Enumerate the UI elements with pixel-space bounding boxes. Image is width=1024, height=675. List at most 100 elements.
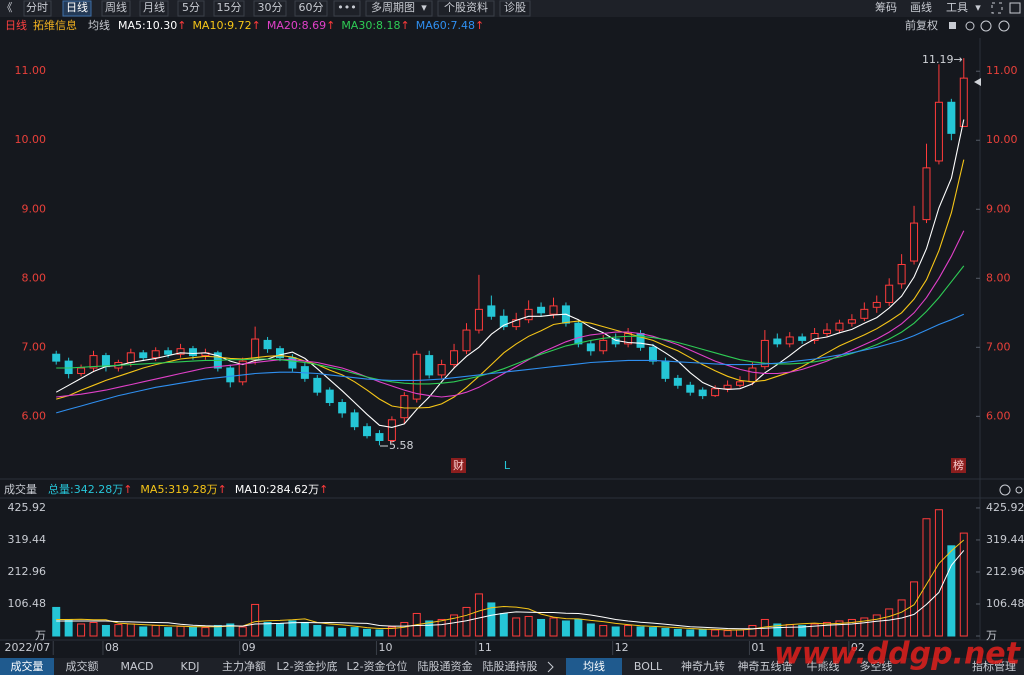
ma-line xyxy=(56,230,965,398)
candle-body xyxy=(922,167,931,221)
volume-bar xyxy=(860,617,869,637)
window-icon[interactable] xyxy=(1009,2,1021,14)
volume-bar xyxy=(176,625,185,637)
l-marker[interactable]: L xyxy=(504,459,511,472)
ma-legend: MA20:8.69 xyxy=(267,19,326,32)
x-tick-label: 12 xyxy=(615,641,629,654)
legend-arrow: ↑ xyxy=(218,483,227,496)
candle-body xyxy=(101,355,110,368)
candle-body xyxy=(711,388,720,397)
indicator-tab[interactable]: 主力净额 xyxy=(222,659,266,673)
ma-legend: MA5:10.30 xyxy=(118,19,177,32)
volume-bar xyxy=(487,602,496,637)
candle-body xyxy=(499,315,508,328)
toolbar-tab[interactable]: 诊股 xyxy=(504,0,526,14)
volume-bar xyxy=(77,623,86,637)
volume-bar xyxy=(847,618,856,637)
overlay-tab[interactable]: 多空线 xyxy=(860,659,893,673)
rank-marker[interactable]: 榜 xyxy=(953,458,964,472)
volume-bar xyxy=(835,620,844,637)
x-tick-label: 08 xyxy=(105,641,119,654)
overlay-tab[interactable]: BOLL xyxy=(634,660,663,673)
toolbar-tab[interactable]: 个股资料 xyxy=(444,0,488,14)
volume-bar xyxy=(698,628,707,637)
vol-tick-label-right: 319.44 xyxy=(986,533,1024,546)
y-tick-label: 6.00 xyxy=(22,409,47,422)
candle-body xyxy=(885,284,894,303)
indicator-tab[interactable]: 成交额 xyxy=(66,659,99,673)
scroll-right[interactable] xyxy=(547,661,554,673)
fullscreen-icon[interactable] xyxy=(991,2,1003,14)
toolbar-right[interactable]: 工具 xyxy=(946,1,968,14)
volume-bar xyxy=(338,627,347,637)
more-button[interactable]: ••• xyxy=(337,1,356,14)
adjust-label[interactable]: 前复权 xyxy=(905,18,938,32)
candle-body xyxy=(785,336,794,345)
reset-icon[interactable] xyxy=(965,21,975,31)
dropdown-caret: ▾ xyxy=(975,1,981,14)
volume-bar xyxy=(325,626,334,637)
candle-body xyxy=(425,355,434,376)
overlay-tab[interactable]: 神奇五线谱 xyxy=(738,659,793,673)
y-tick-label: 11.00 xyxy=(15,64,47,77)
volume-bar xyxy=(164,627,173,637)
candle-body xyxy=(736,381,744,386)
toolbar-tab[interactable]: 月线 xyxy=(143,0,165,14)
plus-icon[interactable] xyxy=(998,20,1010,32)
overlay-tab[interactable]: 神奇九转 xyxy=(681,659,725,673)
volume-bar xyxy=(201,627,210,637)
volume-bar xyxy=(238,626,247,637)
indicator-tab-active[interactable]: 成交量 xyxy=(11,659,44,673)
indicator-tab[interactable]: 陆股通资金 xyxy=(418,659,473,673)
toolbar-tab[interactable]: 5分 xyxy=(182,1,200,14)
indicator-manage[interactable]: 指标管理 xyxy=(972,659,1016,673)
candle-body xyxy=(549,305,558,315)
candle-body xyxy=(226,367,235,383)
finance-marker[interactable]: 财 xyxy=(453,458,464,472)
toolbar-dropdown[interactable]: 多周期图 xyxy=(371,0,415,14)
toolbar-tab[interactable]: 30分 xyxy=(258,1,283,14)
toolbar-tab-active[interactable]: 日线 xyxy=(66,0,88,14)
toolbar-right[interactable]: 画线 xyxy=(910,0,932,14)
candle-body xyxy=(636,333,645,348)
volume-bar xyxy=(251,603,260,637)
overlay-tab-active[interactable]: 均线 xyxy=(583,659,605,673)
toolbar-tab[interactable]: 分时 xyxy=(26,1,48,14)
close-icon[interactable] xyxy=(999,484,1011,496)
candle-body xyxy=(474,308,483,331)
minus-icon[interactable] xyxy=(980,20,992,32)
lock-icon[interactable] xyxy=(949,22,956,29)
candle-body xyxy=(52,353,61,362)
volume-bar xyxy=(151,624,160,637)
tab-active-bg xyxy=(0,658,54,675)
toolbar-tab[interactable]: 15分 xyxy=(217,1,242,14)
indicator-tab[interactable]: MACD xyxy=(121,660,154,673)
candle-body xyxy=(375,433,384,441)
x-tick-label: 01 xyxy=(751,641,765,654)
indicator-tab[interactable]: L2-资金仓位 xyxy=(346,659,407,673)
toolbar-tab[interactable]: 60分 xyxy=(299,1,324,14)
overlay-tab[interactable]: 牛熊线 xyxy=(807,659,840,673)
toolbar-right[interactable]: 筹码 xyxy=(875,0,897,14)
back-button[interactable]: 《 xyxy=(2,1,13,14)
high-annotation: 11.19→ xyxy=(922,53,963,66)
volume-bar xyxy=(450,614,459,637)
y-tick-label: 10.00 xyxy=(15,133,47,146)
ma-title: 均线 xyxy=(88,18,110,32)
volume-bar xyxy=(213,624,222,637)
volume-bar xyxy=(425,620,434,637)
volume-bar xyxy=(387,626,396,637)
ma-legend: MA60:7.48 xyxy=(416,19,475,32)
settings-icon[interactable] xyxy=(1015,486,1023,494)
candle-body xyxy=(810,333,819,341)
vol-tick-label-right: 212.96 xyxy=(986,565,1024,578)
bottom-bar xyxy=(0,658,1024,675)
indicator-tab[interactable]: L2-资金抄底 xyxy=(276,659,337,673)
volume-bar xyxy=(350,627,359,637)
candle-body xyxy=(673,377,682,386)
toolbar-tab[interactable]: 周线 xyxy=(105,0,127,14)
indicator-tab[interactable]: KDJ xyxy=(181,660,200,673)
candle-body xyxy=(288,357,297,369)
indicator-tab[interactable]: 陆股通持股 xyxy=(483,659,538,673)
